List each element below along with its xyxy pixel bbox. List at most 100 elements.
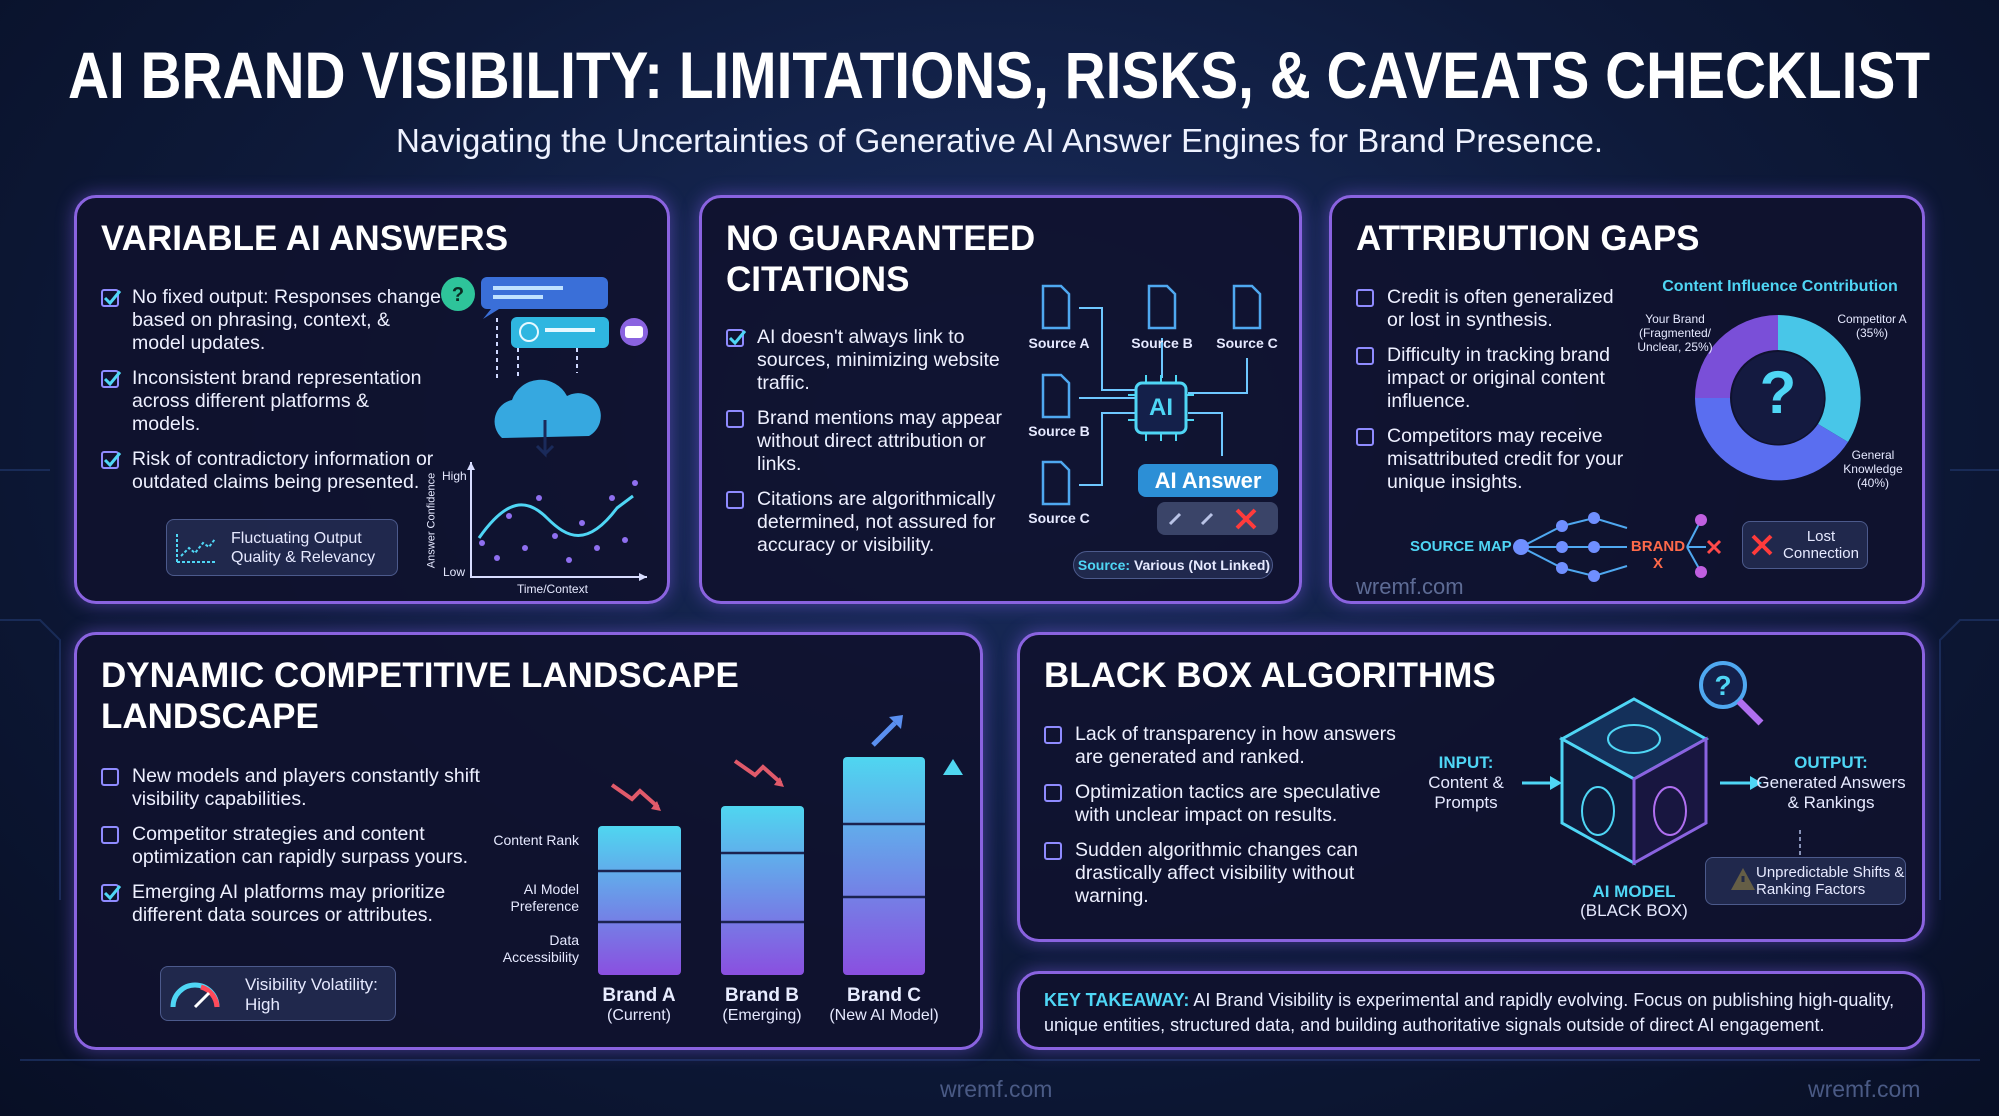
checkbox <box>101 826 119 844</box>
input-label: INPUT: <box>1438 753 1494 772</box>
decoration-circle <box>632 480 638 486</box>
checkbox <box>101 768 119 786</box>
donut-title: Content Influence Contribution <box>1662 278 1898 295</box>
panel-title: BLACK BOX ALGORITHMS <box>1044 656 1496 695</box>
decoration-path <box>496 318 578 378</box>
decoration-circle <box>1556 562 1568 574</box>
donut-label: Your Brand (Fragmented/ Unclear, 25%) <box>1637 312 1713 354</box>
panel-black-box: ? BLACK BOX ALGORITHMS Lack of transpare… <box>1017 632 1925 942</box>
checkbox <box>101 370 122 388</box>
item-text: Inconsistent brand representation across… <box>132 367 422 435</box>
watermark: wremf.com <box>940 1076 1053 1102</box>
decoration-circle <box>566 557 572 563</box>
decoration-path <box>733 759 783 785</box>
decoration-g <box>598 822 925 924</box>
brand-note: (Emerging) <box>722 1007 802 1024</box>
checkbox <box>726 410 744 428</box>
takeaway-text: AI Brand Visibility is experimental and … <box>1044 990 1895 1035</box>
checkmark <box>103 452 122 468</box>
item-text: Competitors may receive misattributed cr… <box>1387 425 1624 493</box>
decoration-rect <box>545 328 595 332</box>
decoration-path <box>1200 512 1214 526</box>
decoration-circle <box>506 513 512 519</box>
watermark: wremf.com <box>1808 1076 1921 1102</box>
checklist-item: Credit is often generalized or lost in s… <box>1356 286 1636 332</box>
decoration-circle <box>519 322 539 342</box>
source-map-label: SOURCE MAP <box>1410 538 1512 555</box>
checklist-item: Lack of transparency in how answers are … <box>1044 723 1419 769</box>
input-text: Content & Prompts <box>1428 773 1504 812</box>
checklist: Lack of transparency in how answers are … <box>1044 723 1419 920</box>
item-text: AI doesn't always link to sources, minim… <box>757 326 1000 394</box>
decoration-circle <box>441 277 475 311</box>
decoration-circle <box>1588 570 1600 582</box>
item-text: Emerging AI platforms may prioritize dif… <box>132 881 446 926</box>
item-text: Brand mentions may appear without direct… <box>757 407 1002 475</box>
donut-center: ? <box>1759 359 1797 426</box>
takeaway: KEY TAKEAWAY: AI Brand Visibility is exp… <box>1017 971 1925 1050</box>
decoration-path <box>1188 412 1223 456</box>
decoration-path <box>1558 697 1710 781</box>
decoration-path <box>1550 776 1562 790</box>
decoration-path <box>200 984 220 1008</box>
panel-attribution: ATTRIBUTION GAPS Credit is often general… <box>1329 195 1925 604</box>
decoration-path <box>470 462 647 578</box>
subtitle: Navigating the Uncertainties of Generati… <box>396 122 1603 159</box>
takeaway-label: KEY TAKEAWAY: <box>1044 990 1190 1010</box>
decoration-path <box>535 420 555 458</box>
decoration-circle <box>536 495 542 501</box>
panel-title: DYNAMIC COMPETITIVE LANDSCAPE LANDSCAPE <box>101 656 739 736</box>
decoration-path <box>598 822 925 924</box>
item-text: Optimization tactics are speculative wit… <box>1075 781 1381 826</box>
decoration-path <box>103 290 122 306</box>
model-label: AI MODEL <box>1592 882 1676 901</box>
row-label: Data Accessibility <box>502 932 579 965</box>
decoration-ellipse <box>1581 786 1615 836</box>
row-label: AI Model Preference <box>510 881 579 914</box>
decoration-rect <box>1157 502 1278 535</box>
lost-connection: Lost Connection <box>1742 521 1868 569</box>
output-label: OUTPUT: <box>1794 753 1868 772</box>
decoration-path <box>176 534 217 563</box>
warning-box: Unpredictable Shifts & Ranking Factors <box>1705 857 1906 905</box>
checklist-item: Sudden algorithmic changes can drastical… <box>1044 839 1419 908</box>
checklist-item: Inconsistent brand representation across… <box>101 367 441 436</box>
decoration-div: KEY TAKEAWAY: AI Brand Visibility is exp… <box>1044 988 1914 1038</box>
gauge-icon <box>170 982 220 1009</box>
decoration-path <box>943 759 963 775</box>
checklist: AI doesn't always link to sources, minim… <box>726 326 1011 569</box>
source-label: Source A <box>1028 335 1090 351</box>
decoration-circle <box>1513 539 1529 555</box>
decoration-path <box>193 991 211 1009</box>
decoration-circle <box>1556 520 1568 532</box>
item-text: No fixed output: Responses change based … <box>132 286 441 354</box>
axis-label: Low <box>443 565 466 579</box>
decoration-g <box>1695 514 1707 578</box>
decoration-path <box>1041 373 1071 419</box>
checklist-item: Optimization tactics are speculative wit… <box>1044 781 1419 827</box>
axis-label: High <box>442 469 467 483</box>
checkbox <box>101 884 122 902</box>
item-text: New models and players constantly shift … <box>132 765 480 810</box>
checklist-item: New models and players constantly shift … <box>101 765 491 811</box>
decoration-path <box>1736 698 1764 726</box>
decoration-ellipse <box>1607 724 1661 754</box>
decoration-path <box>1147 284 1177 330</box>
panel-citations: NO GUARANTEED CITATIONS AI doesn't alway… <box>699 195 1302 604</box>
decoration-text: ? <box>452 284 464 306</box>
checkmark <box>103 371 122 387</box>
brand-name: Brand C <box>847 985 921 1006</box>
item-text: Difficulty in tracking brand impact or o… <box>1387 344 1610 412</box>
panel-title: NO GUARANTEED CITATIONS <box>726 219 1036 299</box>
item-text: Citations are algorithmically determined… <box>757 488 996 556</box>
checklist-item: AI doesn't always link to sources, minim… <box>726 326 1011 395</box>
decoration-circle <box>1556 541 1568 553</box>
checkbox <box>101 289 122 307</box>
decoration-path <box>170 982 220 1008</box>
decoration-path <box>477 494 634 539</box>
checklist-item: Citations are algorithmically determined… <box>726 488 1011 557</box>
checklist: No fixed output: Responses change based … <box>101 286 441 506</box>
gauge-badge: Visibility Volatility: High <box>160 966 396 1021</box>
item-text: Risk of contradictory information or out… <box>132 448 434 493</box>
decoration-ellipse <box>1653 786 1687 836</box>
